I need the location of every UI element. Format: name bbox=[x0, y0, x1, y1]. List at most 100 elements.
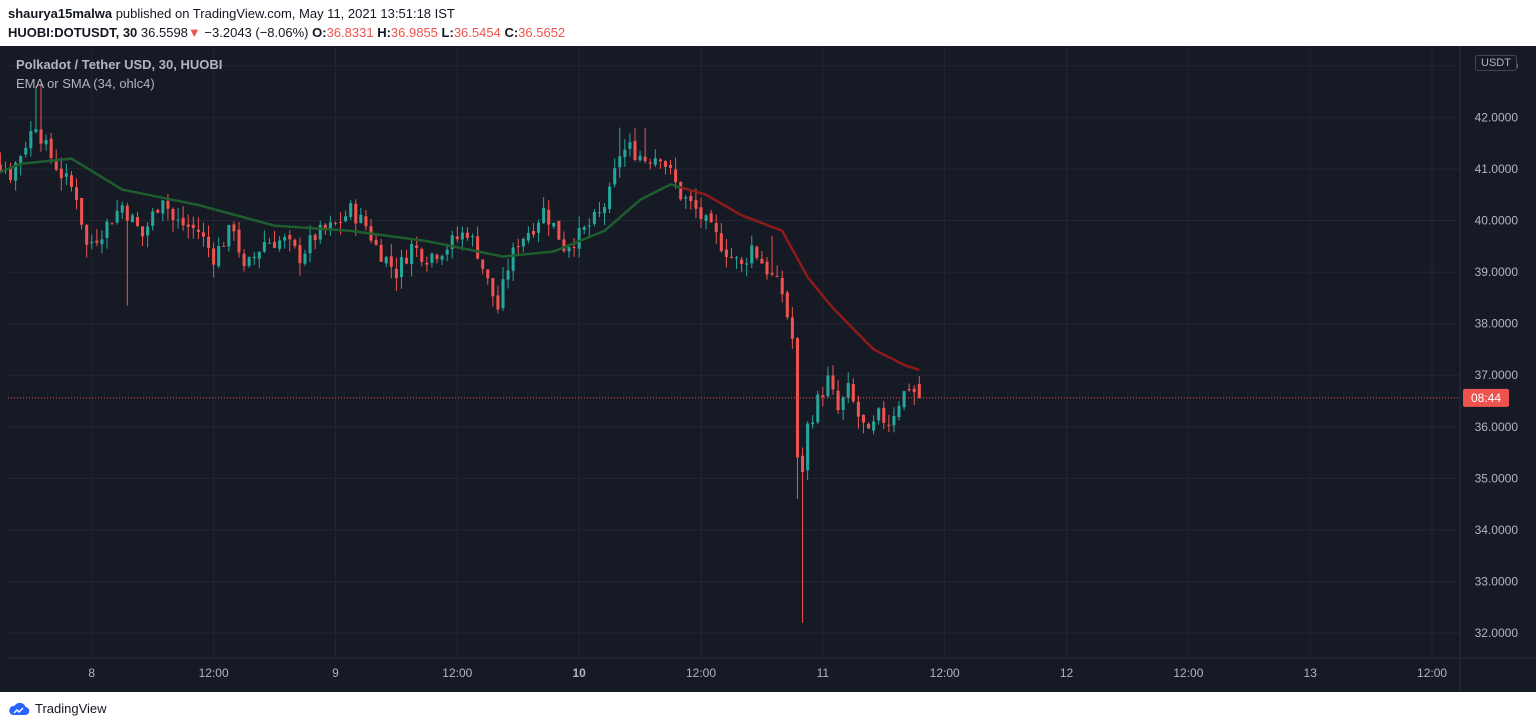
candle-body bbox=[669, 165, 673, 168]
x-tick-label: 12:00 bbox=[1173, 666, 1203, 680]
price-chart[interactable]: 43.000042.000041.000040.000039.000038.00… bbox=[0, 46, 1536, 692]
candle-body bbox=[689, 195, 693, 202]
candle-body bbox=[54, 159, 58, 170]
candle-body bbox=[257, 251, 261, 259]
candle-body bbox=[135, 216, 139, 226]
candle-body bbox=[354, 203, 358, 224]
candle-body bbox=[628, 142, 632, 149]
candle-body bbox=[770, 272, 774, 275]
candle-body bbox=[724, 249, 728, 258]
candle-body bbox=[592, 212, 596, 224]
tradingview-logo[interactable]: TradingView bbox=[8, 701, 107, 716]
candle-body bbox=[572, 247, 576, 249]
candle-body bbox=[806, 423, 810, 471]
candle-body bbox=[597, 212, 601, 214]
currency-badge[interactable]: USDT bbox=[1475, 55, 1517, 71]
candle-body bbox=[308, 235, 312, 254]
candle-body bbox=[323, 224, 327, 230]
candle-body bbox=[455, 236, 459, 240]
candle-body bbox=[618, 156, 622, 168]
candle-body bbox=[856, 401, 860, 417]
candle-body bbox=[399, 257, 403, 278]
candle-body bbox=[339, 221, 343, 223]
candle-body bbox=[699, 207, 703, 219]
candle-body bbox=[486, 269, 490, 279]
candle-body bbox=[39, 129, 43, 144]
candle-body bbox=[816, 394, 820, 423]
high-label: H: bbox=[377, 25, 391, 40]
candle-body bbox=[125, 205, 129, 221]
publish-text: published on TradingView.com, May 11, 20… bbox=[112, 6, 455, 21]
candle-body bbox=[247, 257, 251, 266]
candle-body bbox=[562, 239, 566, 252]
candle-body bbox=[328, 222, 332, 229]
candle-body bbox=[735, 257, 739, 259]
candle-body bbox=[745, 263, 749, 265]
candle-body bbox=[44, 140, 48, 145]
candle-body bbox=[877, 408, 881, 421]
candle-body bbox=[790, 317, 794, 339]
candle-body bbox=[608, 186, 612, 210]
candle-body bbox=[760, 258, 764, 264]
y-tick-label: 38.0000 bbox=[1475, 317, 1519, 331]
candle-body bbox=[379, 244, 383, 262]
candle-body bbox=[374, 239, 378, 245]
candle-body bbox=[34, 129, 38, 133]
candle-body bbox=[146, 226, 150, 236]
candle-body bbox=[714, 223, 718, 233]
candle-body bbox=[313, 234, 317, 241]
down-arrow-icon: ▼ bbox=[187, 25, 201, 40]
candle-body bbox=[679, 182, 683, 200]
candle-body bbox=[19, 156, 23, 164]
candle-body bbox=[420, 249, 424, 262]
candle-body bbox=[861, 414, 865, 423]
candle-body bbox=[785, 292, 789, 318]
ma-line-falling bbox=[680, 186, 920, 372]
candle-body bbox=[166, 200, 170, 209]
open-value: 36.8331 bbox=[326, 25, 374, 40]
price-change: −3.2043 (−8.06%) bbox=[204, 25, 309, 40]
candle-body bbox=[465, 232, 469, 238]
brand-name: TradingView bbox=[35, 701, 107, 716]
candle-body bbox=[262, 241, 266, 252]
candle-body bbox=[719, 233, 723, 251]
candle-body bbox=[496, 295, 500, 310]
x-tick-label: 9 bbox=[332, 666, 339, 680]
y-tick-label: 40.0000 bbox=[1475, 213, 1519, 227]
x-tick-label: 13 bbox=[1304, 666, 1318, 680]
candle-body bbox=[196, 229, 200, 232]
author-name[interactable]: shaurya15malwa bbox=[8, 6, 113, 21]
candle-body bbox=[100, 239, 104, 245]
candle-body bbox=[750, 245, 754, 264]
chart-legend-title: Polkadot / Tether USD, 30, HUOBI bbox=[16, 57, 223, 72]
candle-body bbox=[907, 389, 911, 391]
candle-body bbox=[207, 236, 211, 248]
candle-body bbox=[603, 207, 607, 214]
candle-body bbox=[811, 422, 815, 425]
low-label: L: bbox=[441, 25, 454, 40]
y-tick-label: 33.0000 bbox=[1475, 574, 1519, 588]
chart-area[interactable]: 43.000042.000041.000040.000039.000038.00… bbox=[0, 46, 1536, 692]
indicator-legend[interactable]: EMA or SMA (34, ohlc4) bbox=[16, 76, 155, 91]
candle-body bbox=[582, 227, 586, 230]
x-tick-label: 12:00 bbox=[930, 666, 960, 680]
candle-body bbox=[273, 241, 277, 248]
low-value: 36.5454 bbox=[453, 25, 501, 40]
candle-body bbox=[638, 155, 642, 161]
candle-body bbox=[471, 236, 475, 238]
y-tick-label: 35.0000 bbox=[1475, 471, 1519, 485]
candle-body bbox=[95, 240, 99, 243]
candle-body bbox=[181, 217, 185, 226]
candle-body bbox=[460, 232, 464, 240]
candle-body bbox=[186, 224, 190, 227]
candle-body bbox=[201, 232, 205, 237]
candle-body bbox=[552, 222, 556, 227]
y-tick-label: 36.0000 bbox=[1475, 420, 1519, 434]
countdown-label: 08:44 bbox=[1471, 391, 1501, 405]
candle-body bbox=[841, 397, 845, 410]
candle-body bbox=[14, 162, 18, 181]
candle-body bbox=[384, 257, 388, 264]
candle-body bbox=[831, 375, 835, 390]
candle-body bbox=[415, 245, 419, 248]
candle-body bbox=[303, 253, 307, 264]
